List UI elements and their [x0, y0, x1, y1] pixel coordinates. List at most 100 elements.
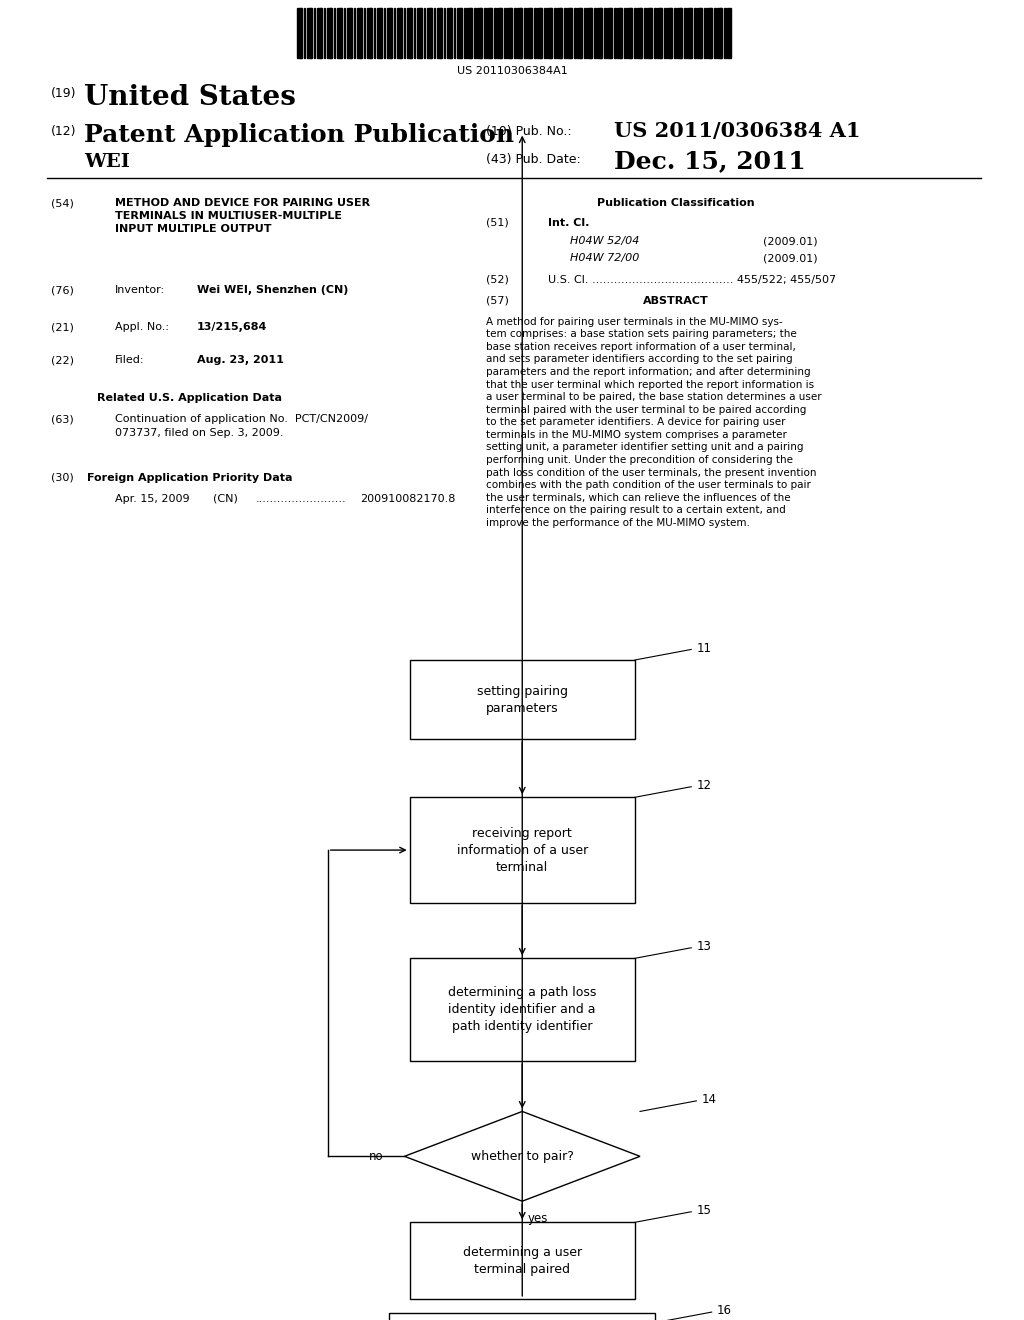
Text: determining a user
terminal paired: determining a user terminal paired [463, 1246, 582, 1275]
Bar [557, 8, 561, 58]
Bar [510, 8, 512, 58]
Text: 14: 14 [701, 1093, 717, 1106]
Text: 11: 11 [696, 642, 712, 655]
Bar [550, 8, 552, 58]
Bar [501, 8, 502, 58]
Bar [451, 8, 453, 58]
Text: Apr. 15, 2009: Apr. 15, 2009 [115, 494, 189, 504]
Bar [674, 8, 676, 58]
Bar [631, 8, 632, 58]
Bar [640, 8, 642, 58]
Bar [637, 8, 641, 58]
Bar [727, 8, 731, 58]
Bar [340, 8, 342, 58]
Bar [410, 797, 635, 903]
Bar [677, 8, 681, 58]
Text: (CN): (CN) [213, 494, 238, 504]
Text: (54): (54) [51, 198, 74, 209]
Text: US 20110306384A1: US 20110306384A1 [457, 66, 567, 77]
Bar [534, 8, 536, 58]
Bar [414, 8, 416, 58]
Bar [717, 8, 721, 58]
Text: United States: United States [84, 84, 296, 111]
Bar [497, 8, 501, 58]
Bar [400, 8, 402, 58]
Text: US 2011/0306384 A1: US 2011/0306384 A1 [614, 121, 861, 141]
Text: Filed:: Filed: [115, 355, 144, 366]
Bar [600, 8, 602, 58]
Bar [541, 8, 542, 58]
Bar [680, 8, 682, 58]
Bar [364, 8, 366, 58]
Text: Appl. No.:: Appl. No.: [115, 322, 169, 333]
Bar [467, 8, 471, 58]
Bar [627, 8, 631, 58]
Bar [480, 8, 482, 58]
Bar [337, 8, 341, 58]
Bar [307, 8, 311, 58]
Text: whether to pair?: whether to pair? [471, 1150, 573, 1163]
Text: 200910082170.8: 200910082170.8 [360, 494, 456, 504]
Text: (12): (12) [51, 125, 77, 139]
Bar [411, 8, 412, 58]
Bar [554, 8, 555, 58]
Bar [494, 8, 496, 58]
Bar [347, 8, 351, 58]
Text: Inventor:: Inventor: [115, 285, 165, 296]
Text: U.S. Cl. ....................................... 455/522; 455/507: U.S. Cl. ...............................… [548, 275, 836, 285]
Bar [714, 8, 716, 58]
Bar [703, 8, 706, 58]
Bar [684, 8, 685, 58]
Text: .........................: ......................... [256, 494, 347, 504]
Bar [697, 8, 700, 58]
Text: WEI: WEI [84, 153, 130, 172]
Bar [427, 8, 431, 58]
Bar [507, 8, 511, 58]
Text: 15: 15 [696, 1204, 712, 1217]
Bar [447, 8, 451, 58]
Bar [410, 1222, 635, 1299]
Bar [610, 8, 612, 58]
Bar [604, 8, 605, 58]
Text: (76): (76) [51, 285, 74, 296]
Bar [440, 8, 442, 58]
Bar [621, 8, 623, 58]
Text: (52): (52) [486, 275, 509, 285]
Bar [560, 8, 562, 58]
Bar [380, 8, 382, 58]
Bar [393, 8, 395, 58]
Text: (51): (51) [486, 218, 509, 228]
Bar [624, 8, 626, 58]
Bar [657, 8, 660, 58]
Bar [520, 8, 522, 58]
Bar [573, 8, 575, 58]
Bar [317, 8, 321, 58]
Bar [310, 8, 312, 58]
Text: 13/215,684: 13/215,684 [197, 322, 267, 333]
Text: determining a path loss
identity identifier and a
path identity identifier: determining a path loss identity identif… [449, 986, 596, 1034]
Bar [334, 8, 336, 58]
Bar [490, 8, 493, 58]
Bar [464, 8, 466, 58]
Text: yes: yes [527, 1212, 548, 1225]
Bar [397, 8, 400, 58]
Bar [327, 8, 331, 58]
Bar [523, 8, 525, 58]
Bar [687, 8, 691, 58]
Text: A method for pairing user terminals in the MU-MIMO sys-
tem comprises: a base st: A method for pairing user terminals in t… [486, 317, 822, 528]
Bar [297, 8, 301, 58]
Bar [350, 8, 352, 58]
Bar [390, 8, 392, 58]
Text: no: no [369, 1150, 383, 1163]
Bar [613, 8, 615, 58]
Text: 12: 12 [696, 779, 712, 792]
Bar [470, 8, 472, 58]
Bar [530, 8, 532, 58]
Bar [433, 8, 435, 58]
Bar [443, 8, 445, 58]
Text: (19): (19) [51, 87, 77, 100]
Bar [693, 8, 695, 58]
Text: (43) Pub. Date:: (43) Pub. Date: [486, 153, 582, 166]
Bar [384, 8, 385, 58]
Bar [720, 8, 722, 58]
